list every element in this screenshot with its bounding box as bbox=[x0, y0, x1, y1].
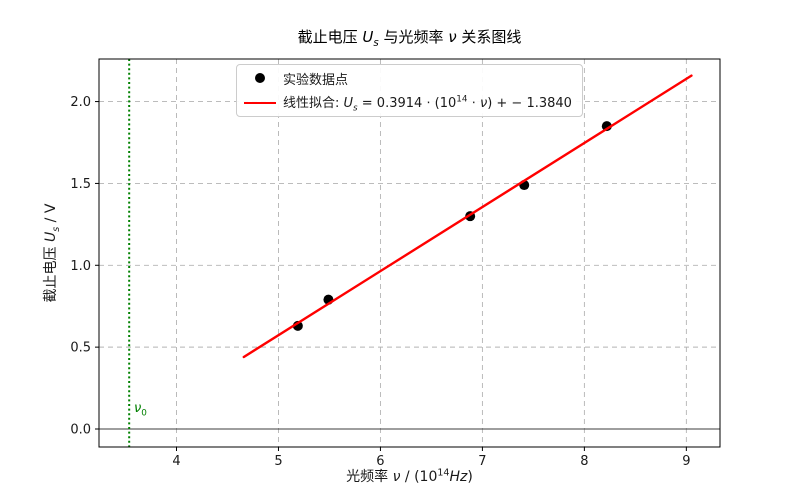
xlabel-nu-symbol: ν bbox=[392, 469, 401, 485]
title-us-symbol: U bbox=[362, 28, 374, 46]
y-tick-label: 1.0 bbox=[70, 259, 91, 274]
title-text-end: 关系图线 bbox=[456, 28, 522, 46]
y-tick-label: 0.5 bbox=[70, 341, 91, 356]
legend-fit-line-icon bbox=[244, 102, 276, 104]
nu0-label: ν0 bbox=[134, 401, 147, 419]
x-tick-label: 5 bbox=[274, 454, 282, 469]
plot-frame bbox=[98, 58, 721, 448]
title-text-mid: 与光频率 bbox=[378, 28, 449, 46]
x-tick-label: 6 bbox=[376, 454, 384, 469]
fit-equation-2: ⋅ bbox=[467, 96, 480, 112]
title-us-subscript: s bbox=[373, 38, 379, 49]
legend-swatch-column bbox=[237, 102, 283, 104]
x-tick-label: 8 bbox=[580, 454, 588, 469]
legend-swatch-column bbox=[237, 73, 283, 83]
x-tick-label: 9 bbox=[682, 454, 690, 469]
fit-equation-3: ) + − 1.3840 bbox=[487, 96, 572, 112]
xlabel-unit-close: ) bbox=[467, 469, 473, 485]
y-axis-label: 截止电压 Us / V bbox=[40, 204, 62, 303]
x-tick-label: 4 bbox=[172, 454, 180, 469]
y-tick-label: 0.0 bbox=[70, 422, 91, 437]
fit-exponent: 14 bbox=[456, 94, 468, 105]
fit-nu-symbol: ν bbox=[479, 96, 488, 112]
y-tick-label: 1.5 bbox=[70, 177, 91, 192]
legend-entry-fit-line: 线性拟合: Us = 0.3914 ⋅ (1014 ⋅ ν) + − 1.384… bbox=[237, 91, 582, 115]
xlabel-unit-open: / (10 bbox=[400, 469, 438, 485]
fit-equation-1: = 0.3914 ⋅ (10 bbox=[357, 96, 457, 112]
chart-title: 截止电压 Us 与光频率 ν 关系图线 bbox=[99, 26, 720, 49]
fit-us-symbol: U bbox=[343, 96, 354, 112]
nu0-subscript: 0 bbox=[141, 408, 147, 419]
x-tick-label: 7 bbox=[478, 454, 486, 469]
legend-entry-data-points: 实验数据点 bbox=[237, 66, 582, 90]
xlabel-hz-unit: Hz bbox=[449, 469, 468, 485]
fit-us-subscript: s bbox=[353, 103, 358, 114]
legend-fit-label: 线性拟合: Us = 0.3914 ⋅ (1014 ⋅ ν) + − 1.384… bbox=[283, 92, 572, 114]
legend-marker-dot-icon bbox=[255, 73, 265, 83]
y-tick-label: 2.0 bbox=[70, 95, 91, 110]
xlabel-text: 光频率 bbox=[346, 469, 393, 485]
legend-data-label: 实验数据点 bbox=[283, 72, 349, 88]
ylabel-us-subscript: s bbox=[50, 226, 62, 232]
ylabel-text: 截止电压 bbox=[43, 241, 60, 303]
xlabel-exponent: 14 bbox=[437, 467, 450, 479]
fit-label-prefix: 线性拟合: bbox=[283, 96, 344, 112]
nu0-symbol: ν bbox=[134, 401, 142, 416]
ylabel-us-symbol: U bbox=[43, 231, 60, 242]
legend: 实验数据点 线性拟合: Us = 0.3914 ⋅ (1014 ⋅ ν) + −… bbox=[236, 64, 583, 117]
title-nu-symbol: ν bbox=[448, 28, 457, 46]
fit-line bbox=[242, 74, 693, 359]
title-text: 截止电压 bbox=[297, 28, 363, 46]
x-axis-label: 光频率 ν / (1014Hz) bbox=[99, 466, 720, 486]
ylabel-unit: / V bbox=[43, 203, 60, 227]
